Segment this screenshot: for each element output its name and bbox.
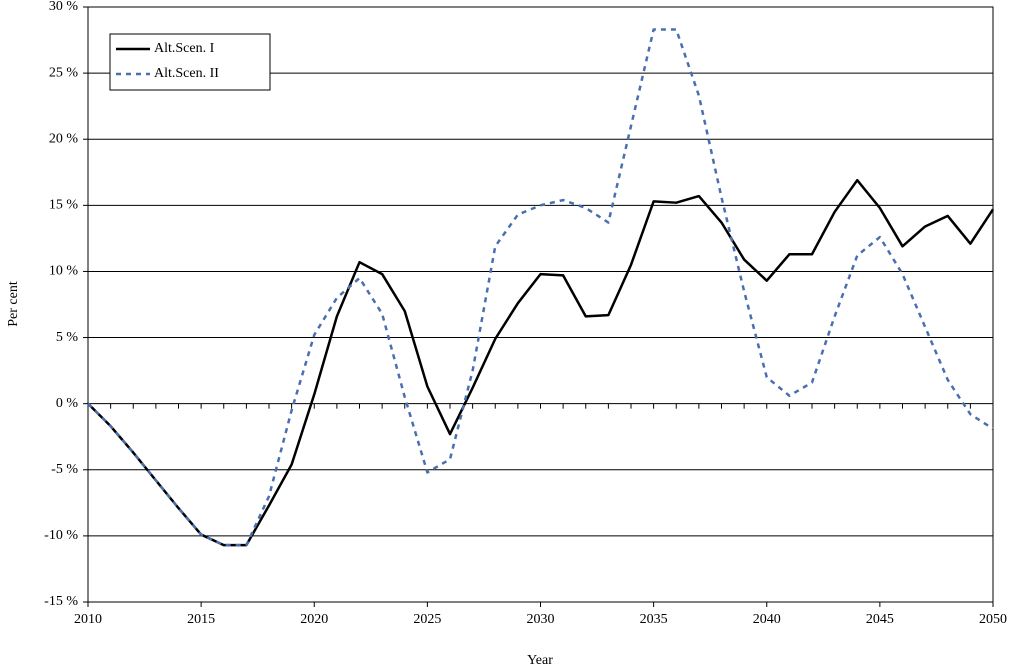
- x-tick-label: 2020: [300, 612, 328, 627]
- x-tick-label: 2040: [753, 612, 781, 627]
- y-tick-label: 0 %: [56, 396, 79, 411]
- legend-box: [109, 33, 271, 91]
- x-tick-label: 2010: [74, 612, 102, 627]
- y-axis-label: Per cent: [6, 281, 21, 327]
- x-tick-label: 2045: [866, 612, 894, 627]
- x-tick-label: 2035: [640, 612, 668, 627]
- y-tick-label: -5 %: [51, 462, 78, 477]
- x-tick-label: 2050: [979, 612, 1007, 627]
- x-tick-label: 2030: [527, 612, 555, 627]
- legend-label: Alt.Scen. I: [154, 41, 215, 56]
- y-tick-label: 10 %: [49, 264, 79, 279]
- x-axis-label: Year: [527, 653, 553, 668]
- y-tick-label: 25 %: [49, 65, 79, 80]
- x-tick-label: 2025: [413, 612, 441, 627]
- y-tick-label: 20 %: [49, 131, 79, 146]
- y-tick-label: -15 %: [44, 594, 78, 609]
- legend-label: Alt.Scen. II: [154, 66, 219, 81]
- series-line: [87, 28, 994, 547]
- y-tick-label: -10 %: [44, 528, 78, 543]
- x-tick-label: 2015: [187, 612, 215, 627]
- y-tick-label: 15 %: [49, 198, 79, 213]
- plot-frame: [87, 6, 994, 603]
- series-line: [87, 178, 995, 547]
- y-tick-label: 30 %: [49, 0, 79, 14]
- y-tick-label: 5 %: [56, 330, 79, 345]
